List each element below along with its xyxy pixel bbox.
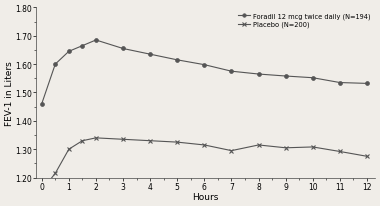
Foradil 12 mcg twice daily (N=194)	[53, 64, 57, 66]
Foradil 12 mcg twice daily (N=194)	[202, 64, 207, 67]
Placebo (N=200)	[121, 138, 125, 141]
Foradil 12 mcg twice daily (N=194)	[40, 103, 44, 105]
Placebo (N=200)	[310, 146, 315, 149]
Y-axis label: FEV-1 in Liters: FEV-1 in Liters	[5, 61, 14, 125]
Placebo (N=200)	[40, 189, 44, 192]
Legend: Foradil 12 mcg twice daily (N=194), Placebo (N=200): Foradil 12 mcg twice daily (N=194), Plac…	[237, 12, 372, 29]
Placebo (N=200)	[80, 140, 85, 142]
Placebo (N=200)	[148, 140, 152, 142]
Foradil 12 mcg twice daily (N=194)	[365, 83, 369, 85]
Foradil 12 mcg twice daily (N=194)	[283, 75, 288, 78]
Foradil 12 mcg twice daily (N=194)	[93, 40, 98, 42]
Placebo (N=200)	[337, 151, 342, 153]
Placebo (N=200)	[365, 155, 369, 158]
Placebo (N=200)	[175, 141, 179, 144]
Placebo (N=200)	[256, 144, 261, 146]
Foradil 12 mcg twice daily (N=194)	[80, 45, 85, 48]
Foradil 12 mcg twice daily (N=194)	[66, 51, 71, 53]
Foradil 12 mcg twice daily (N=194)	[148, 54, 152, 56]
Placebo (N=200)	[53, 172, 57, 175]
Foradil 12 mcg twice daily (N=194)	[256, 73, 261, 76]
Line: Foradil 12 mcg twice daily (N=194): Foradil 12 mcg twice daily (N=194)	[40, 39, 369, 106]
Foradil 12 mcg twice daily (N=194)	[229, 71, 234, 73]
X-axis label: Hours: Hours	[193, 192, 219, 201]
Placebo (N=200)	[202, 144, 207, 146]
Foradil 12 mcg twice daily (N=194)	[121, 48, 125, 50]
Placebo (N=200)	[229, 150, 234, 152]
Foradil 12 mcg twice daily (N=194)	[310, 77, 315, 80]
Line: Placebo (N=200): Placebo (N=200)	[39, 136, 369, 193]
Placebo (N=200)	[93, 137, 98, 139]
Placebo (N=200)	[66, 148, 71, 151]
Placebo (N=200)	[283, 147, 288, 149]
Foradil 12 mcg twice daily (N=194)	[175, 59, 179, 62]
Foradil 12 mcg twice daily (N=194)	[337, 82, 342, 84]
